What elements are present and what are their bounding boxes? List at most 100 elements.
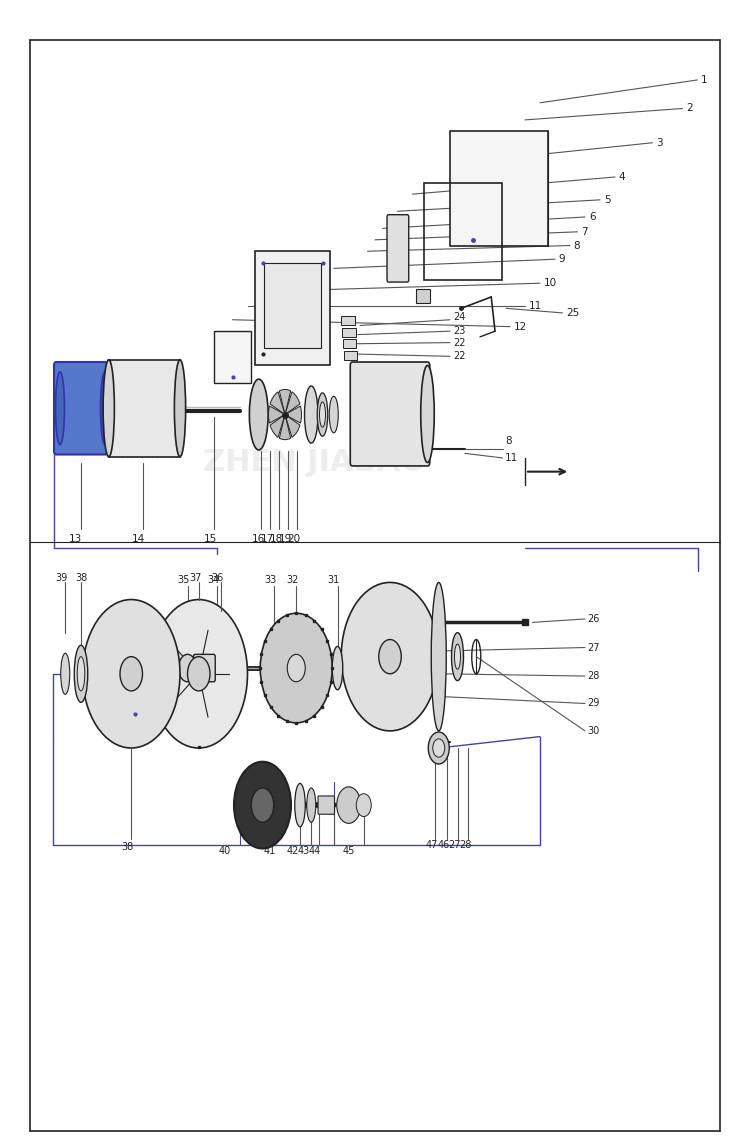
Circle shape [260,613,332,723]
Ellipse shape [77,657,85,691]
Circle shape [234,762,291,849]
Circle shape [82,600,180,748]
Bar [214,331,251,383]
Bar [342,328,355,337]
Text: 6: 6 [589,212,596,222]
FancyBboxPatch shape [255,251,330,365]
Text: 22: 22 [454,352,466,361]
Ellipse shape [421,365,434,463]
Text: 36: 36 [211,573,223,582]
Text: 22: 22 [454,338,466,347]
Text: 17: 17 [260,534,274,544]
Ellipse shape [433,739,445,757]
Text: 41: 41 [264,846,276,855]
Ellipse shape [452,633,464,681]
Text: 26: 26 [587,614,600,624]
Text: 2: 2 [686,104,693,113]
Text: 10: 10 [544,279,556,288]
Circle shape [356,794,371,817]
Text: 33: 33 [264,576,276,585]
Text: 1: 1 [701,75,708,85]
Text: 12: 12 [514,322,527,331]
Bar [341,316,355,325]
Text: 15: 15 [204,534,218,544]
Ellipse shape [100,372,109,444]
Ellipse shape [307,788,316,822]
Text: 42: 42 [286,846,298,855]
Text: 11: 11 [529,301,542,311]
Wedge shape [285,415,300,437]
Wedge shape [279,389,291,415]
Text: 28: 28 [587,671,600,681]
Ellipse shape [428,732,449,764]
Bar [416,289,430,303]
Wedge shape [270,415,285,437]
Text: 25: 25 [566,308,580,317]
FancyBboxPatch shape [350,362,430,466]
Bar [343,339,356,348]
Text: 29: 29 [587,699,600,708]
Text: 38: 38 [122,843,134,852]
Text: 18: 18 [269,534,283,544]
Circle shape [379,640,401,674]
Circle shape [251,788,274,822]
Wedge shape [285,392,300,415]
Text: 5: 5 [604,195,610,204]
Ellipse shape [332,646,343,690]
Text: 19: 19 [278,534,292,544]
Text: 11: 11 [505,453,518,463]
Ellipse shape [103,360,114,457]
Text: 23: 23 [454,327,466,336]
Circle shape [341,582,439,731]
Bar [264,263,321,348]
Text: 24: 24 [454,313,466,322]
Ellipse shape [431,582,446,731]
Ellipse shape [174,360,186,457]
Circle shape [120,657,142,691]
FancyBboxPatch shape [194,654,215,682]
Bar [424,183,502,280]
Wedge shape [279,415,291,440]
Text: 27: 27 [448,841,460,850]
Ellipse shape [329,396,338,433]
Text: 31: 31 [328,576,340,585]
Text: 3: 3 [656,138,663,147]
Text: 38: 38 [75,573,87,582]
Text: 39: 39 [56,573,68,582]
Text: 14: 14 [132,534,146,544]
Circle shape [337,787,361,823]
Text: 13: 13 [68,534,82,544]
Text: 27: 27 [587,643,600,652]
Ellipse shape [61,653,70,694]
Text: 20: 20 [287,534,301,544]
Text: 30: 30 [587,726,599,735]
Circle shape [287,654,305,682]
Ellipse shape [74,645,88,702]
Bar [109,360,180,457]
Ellipse shape [56,372,64,444]
Text: 46: 46 [438,841,450,850]
FancyBboxPatch shape [54,362,107,455]
Wedge shape [285,405,302,424]
FancyBboxPatch shape [318,796,334,814]
FancyBboxPatch shape [450,131,548,246]
Text: 44: 44 [309,846,321,855]
Text: 9: 9 [559,255,566,264]
Text: 37: 37 [189,573,201,582]
Text: 43: 43 [298,846,310,855]
Text: 40: 40 [219,846,231,855]
Wedge shape [270,392,285,415]
Text: 16: 16 [251,534,265,544]
Text: 47: 47 [426,841,438,850]
Text: 8: 8 [574,241,580,250]
Ellipse shape [454,644,460,669]
Circle shape [188,657,210,691]
Wedge shape [268,405,285,424]
Text: 35: 35 [178,576,190,585]
Ellipse shape [295,783,305,827]
Text: 28: 28 [459,841,471,850]
Text: 4: 4 [619,172,626,182]
Text: ZHEN JIABAO: ZHEN JIABAO [203,448,427,477]
FancyBboxPatch shape [387,215,409,282]
Text: 45: 45 [343,846,355,855]
